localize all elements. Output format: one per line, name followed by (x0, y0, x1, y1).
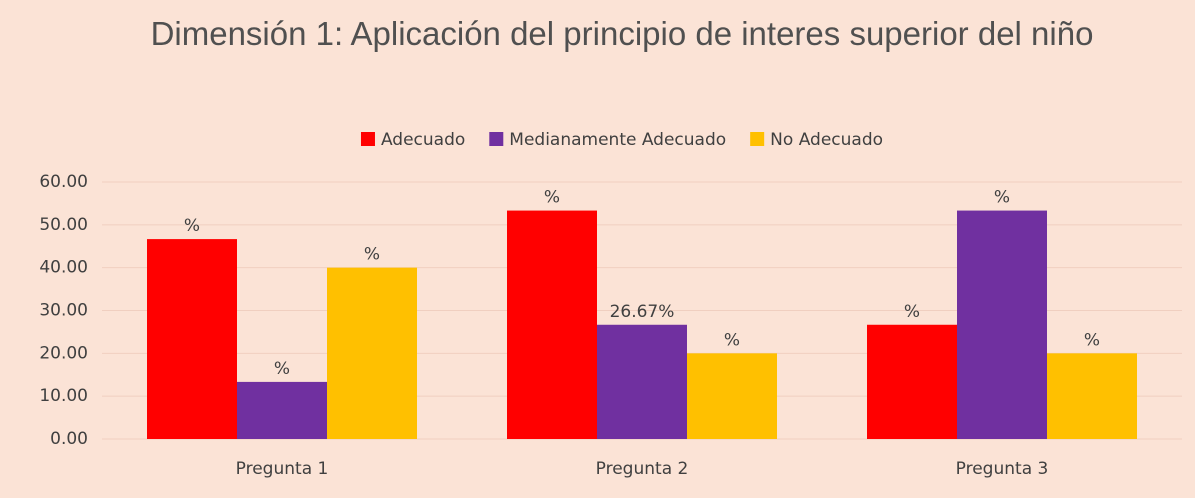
legend-swatch (750, 132, 765, 146)
y-tick-label: 50.00 (39, 215, 88, 235)
legend-label: No Adecuado (770, 130, 883, 150)
bar (147, 239, 237, 439)
y-tick-label: 60.00 (39, 172, 88, 192)
y-tick-label: 40.00 (39, 258, 88, 278)
bar (597, 324, 687, 439)
legend-swatch (489, 132, 504, 146)
data-label: % (274, 359, 290, 379)
bar (327, 267, 417, 439)
bar (867, 324, 957, 439)
bar (687, 353, 777, 439)
data-label: 26.67% (610, 302, 675, 322)
y-tick-label: 20.00 (39, 343, 88, 363)
data-label: % (724, 330, 740, 350)
legend-swatch (360, 132, 375, 146)
bar (237, 381, 327, 439)
data-label: % (184, 216, 200, 236)
data-label: % (904, 302, 920, 322)
data-label: % (994, 188, 1010, 208)
data-label: % (544, 188, 560, 208)
legend-label: Adecuado (381, 130, 465, 150)
bar (957, 210, 1047, 439)
chart-title: Dimensión 1: Aplicación del principio de… (150, 15, 1094, 52)
data-label: % (1084, 330, 1100, 350)
bar (1047, 353, 1137, 439)
y-tick-label: 10.00 (39, 386, 88, 406)
data-label: % (364, 245, 380, 265)
x-tick-label: Pregunta 3 (956, 459, 1049, 479)
x-tick-label: Pregunta 1 (236, 459, 329, 479)
y-tick-label: 30.00 (39, 301, 88, 321)
y-tick-label: 0.00 (50, 429, 88, 449)
bar (507, 210, 597, 439)
legend-label: Medianamente Adecuado (509, 130, 726, 150)
x-tick-label: Pregunta 2 (596, 459, 689, 479)
